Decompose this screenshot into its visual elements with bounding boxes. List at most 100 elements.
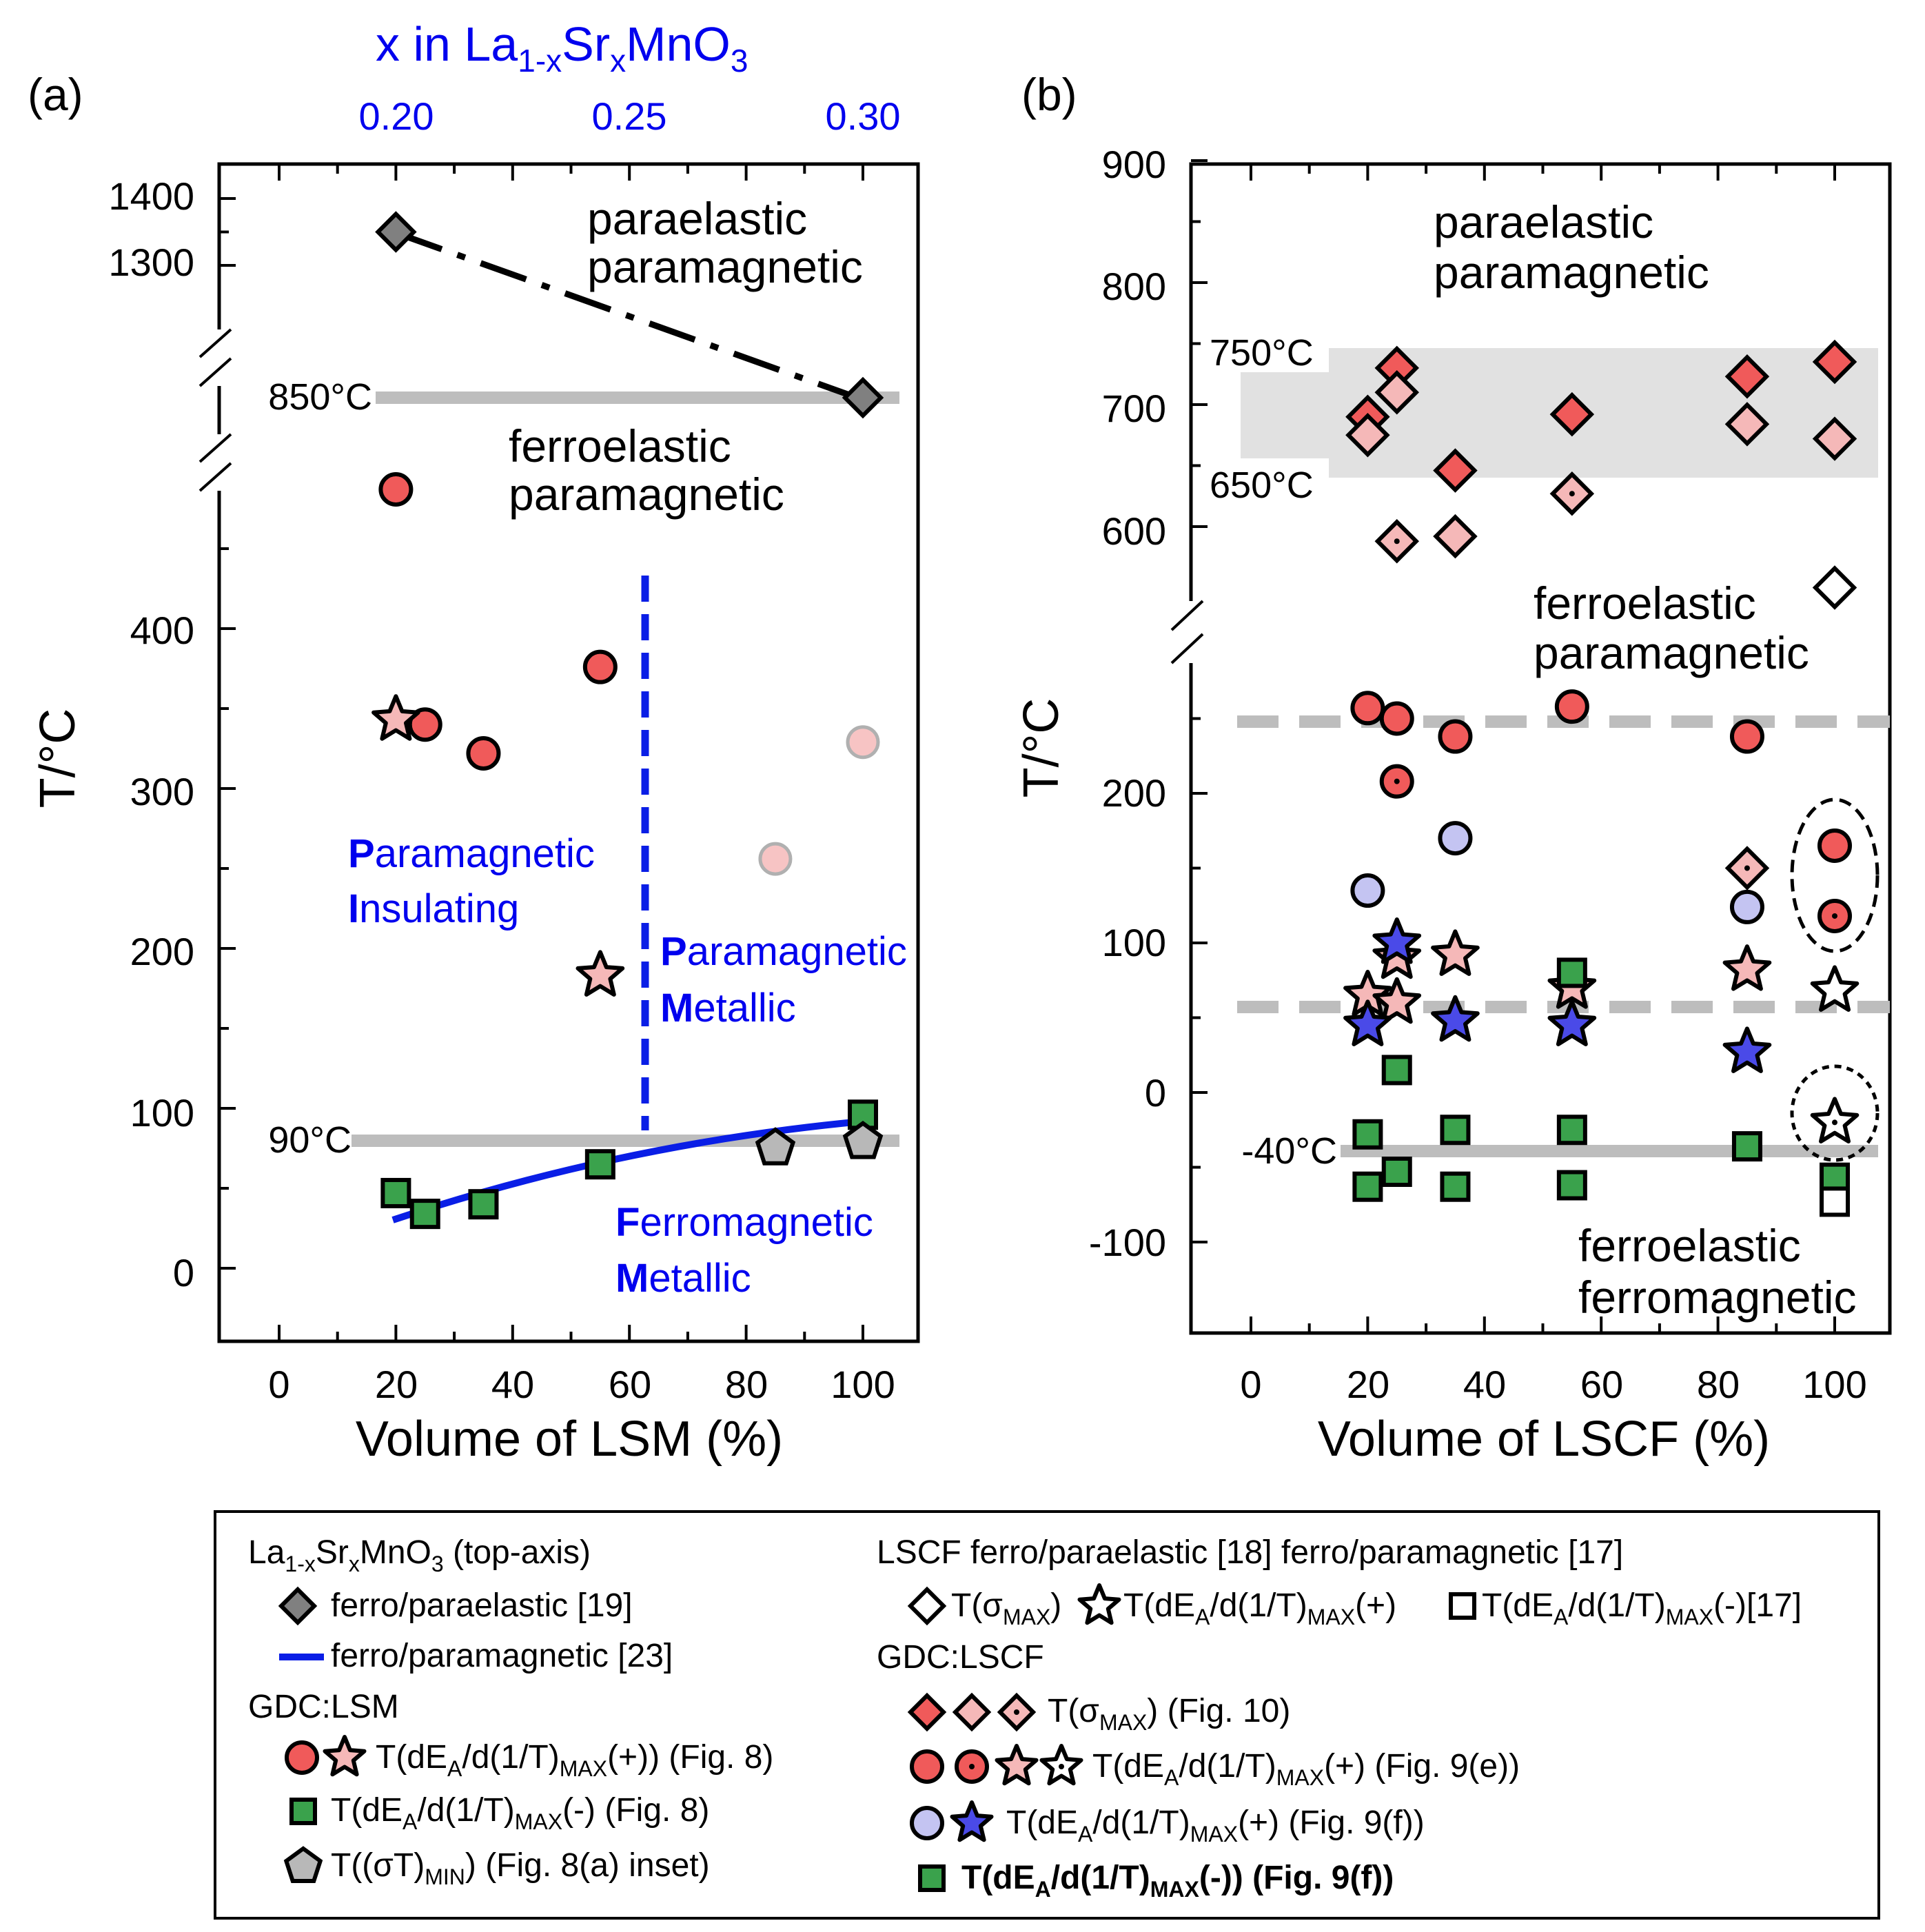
panel-a-ytick-0: 0 xyxy=(173,1251,194,1294)
panel-a-xtick-100: 100 xyxy=(831,1363,895,1406)
legend-left-header-1: La1-xSrxMnO3 (top-axis) xyxy=(248,1534,591,1576)
panel-a-region-fm-2: Metallic xyxy=(615,1256,751,1301)
b-star-open-mark-dot xyxy=(1832,1119,1837,1126)
legend-item-gdc-lscf-minus-f: T(dEA/d(1/T)MAX(-)) (Fig. 9(f)) xyxy=(961,1860,1394,1902)
panel-b-xtick-0: 0 xyxy=(1240,1363,1261,1406)
legend-diamond-open-icon xyxy=(907,1586,947,1626)
b-diamond-red-mark xyxy=(1812,339,1857,385)
b-diamond-pink-mark xyxy=(1374,370,1419,415)
panel-b-marks xyxy=(1343,339,1860,1217)
legend-item-lscf-plus: T(dEA/d(1/T)MAX(+) xyxy=(1123,1587,1396,1629)
legend-item-lscf-minus: T(dEA/d(1/T)MAX(-)[17] xyxy=(1482,1587,1802,1629)
panel-a-top-tick-0.25: 0.25 xyxy=(592,94,667,138)
a-pentagon-mark xyxy=(842,1120,884,1159)
b-circle-red-mark xyxy=(1817,828,1852,863)
panel-a-ref-label-850: 850°C xyxy=(268,376,372,418)
panel-b-xtick-40: 40 xyxy=(1463,1363,1506,1406)
panel-b-ytick-200: 200 xyxy=(1102,771,1166,815)
panel-a-region-mid-1: ferroelastic xyxy=(509,420,731,471)
b-circle-red-mark xyxy=(1438,719,1473,754)
legend-square-green2-icon xyxy=(918,1864,946,1892)
legend-item-gdc-lscf-plus-f: T(dEA/d(1/T)MAX(+) (Fig. 9(f)) xyxy=(1006,1804,1425,1847)
panel-b-axis-breaks xyxy=(1170,600,1204,664)
b-star-open-mark xyxy=(1810,965,1860,1012)
a-square-mark xyxy=(468,1189,499,1220)
legend-circle-lavender-icon xyxy=(910,1806,944,1840)
b-square-green-mark xyxy=(1556,1170,1587,1201)
panel-a-ytick-200: 200 xyxy=(130,930,194,973)
b-diamond-pink-mark xyxy=(1345,413,1390,458)
b-square-green-mark xyxy=(1440,1171,1471,1202)
legend-diamond-gray-icon xyxy=(278,1586,318,1626)
b-square-green-mark xyxy=(1381,1157,1412,1188)
panel-b-x-axis-title: Volume of LSCF (%) xyxy=(1318,1412,1770,1467)
a-square-mark xyxy=(584,1149,615,1180)
panel-b-region-mid-1: ferroelastic xyxy=(1534,578,1756,629)
panel-b-ytick-700: 700 xyxy=(1102,387,1166,430)
panel-a-region-pm-2: Metallic xyxy=(660,986,796,1030)
b-square-green-mark xyxy=(1352,1119,1383,1150)
legend-diamond-red-icon xyxy=(907,1692,947,1732)
panel-b-ref-label-650: 650°C xyxy=(1210,465,1314,506)
legend-item-lsm-minus: T(dEA/d(1/T)MAX(-) (Fig. 8) xyxy=(331,1792,709,1834)
b-circle-red-mark xyxy=(1350,691,1385,726)
b-star-pink-mark xyxy=(1431,929,1480,976)
panel-b-ytick-100: 100 xyxy=(1102,921,1166,964)
b-circle-lavender-mark xyxy=(1350,873,1385,908)
legend-circle-red-icon xyxy=(285,1740,319,1775)
legend-item-gdc-lscf-sigma: T(σMAX) (Fig. 10) xyxy=(1048,1693,1290,1735)
panel-a-ytick-400: 400 xyxy=(130,609,194,652)
legend: La1-xSrxMnO3 (top-axis) ferro/paraelasti… xyxy=(214,1510,1880,1920)
panel-b-xtick-80: 80 xyxy=(1697,1363,1740,1406)
panel-b-ref-label-minus40: -40°C xyxy=(1241,1130,1337,1172)
b-star-blue-mark xyxy=(1372,917,1422,964)
panel-a-label: (a) xyxy=(28,69,83,120)
panel-b-xtick-20: 20 xyxy=(1347,1363,1389,1406)
legend-item-lscf-sigma: T(σMAX) xyxy=(951,1587,1061,1629)
b-square-open-mark xyxy=(1820,1186,1850,1217)
a-pentagon-mark xyxy=(755,1127,796,1166)
legend-right-header-1: LSCF ferro/paraelastic [18] ferro/parama… xyxy=(877,1534,1623,1571)
b-star-blue-mark xyxy=(1722,1026,1772,1073)
b-diamond-open-mark xyxy=(1812,565,1857,610)
panel-a-xtick-20: 20 xyxy=(375,1363,418,1406)
panel-a-top-tick-0.20: 0.20 xyxy=(359,94,434,138)
panel-a-ytick-300: 300 xyxy=(130,770,194,813)
panel-a-region-pm-1: Paramagnetic xyxy=(660,929,907,974)
a-circle-mark xyxy=(582,649,618,684)
panel-a-top-axis-title: x in La1-xSrxMnO3 xyxy=(376,17,748,79)
panel-a-region-top-1: paraelastic xyxy=(587,193,807,244)
b-diamond-red-mark xyxy=(1549,392,1595,437)
a-diamond-mark xyxy=(842,376,884,419)
panel-b-ytick-900: 900 xyxy=(1102,143,1166,186)
legend-right-header-2: GDC:LSCF xyxy=(877,1639,1044,1676)
b-diamond-pink-mark xyxy=(1724,402,1770,447)
b-star-pink-mark xyxy=(1372,977,1422,1024)
b-square-green-mark xyxy=(1352,1171,1383,1202)
panel-a-region-fm-1: Ferromagnetic xyxy=(615,1200,873,1245)
b-diamond-red-mark xyxy=(1433,448,1478,493)
b-diamond-pink-dot-mark-dot xyxy=(1394,538,1400,545)
panel-b-ref-label-750: 750°C xyxy=(1210,332,1314,374)
b-star-blue-mark xyxy=(1431,995,1480,1042)
panel-a-paraelastic-line xyxy=(395,230,864,403)
panel-a-region-pi-1: Paramagnetic xyxy=(348,831,595,876)
a-diamond-mark xyxy=(375,211,417,253)
legend-pentagon-icon xyxy=(283,1846,323,1883)
panel-a-xtick-40: 40 xyxy=(491,1363,534,1406)
panel-b-ytick-0: 0 xyxy=(1145,1071,1166,1115)
legend-star-blue-icon xyxy=(950,1800,994,1842)
panel-a-axis-breaks xyxy=(198,328,232,492)
legend-item-lsm-sigmat: T((σT)MIN) (Fig. 8(a) inset) xyxy=(331,1847,710,1889)
b-diamond-pink-dot-mark-dot xyxy=(1569,491,1575,497)
legend-item-lsm-plus: T(dEA/d(1/T)MAX(+)) (Fig. 8) xyxy=(376,1739,773,1781)
legend-star-open2-icon-dot xyxy=(1059,1764,1064,1769)
a-star-mark xyxy=(371,694,420,741)
panel-b: (b) 900 800 700 600 200 100 0 -100 0 20 … xyxy=(1014,69,1892,1467)
b-square-green-mark xyxy=(1556,1115,1587,1146)
panel-b-xtick-60: 60 xyxy=(1580,1363,1623,1406)
legend-circle-red2-icon xyxy=(910,1749,944,1784)
panel-b-ellipse-lower xyxy=(1790,1064,1880,1162)
panel-b-ytick-800: 800 xyxy=(1102,265,1166,308)
